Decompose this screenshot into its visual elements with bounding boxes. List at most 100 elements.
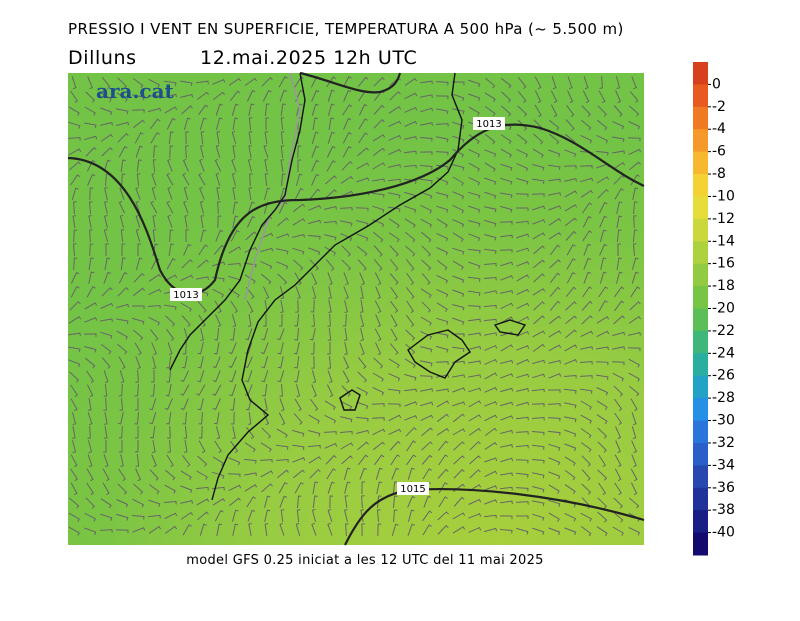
- colorbar-label: -22: [712, 323, 735, 339]
- wind-barb: [484, 149, 497, 158]
- wind-barb: [515, 487, 529, 492]
- wind-barb: [377, 523, 382, 537]
- wind-barb: [419, 178, 433, 184]
- wind-barb: [293, 341, 300, 355]
- wind-barb: [391, 467, 400, 480]
- wind-barb: [357, 441, 369, 451]
- wind-barb: [212, 471, 225, 479]
- wind-barb: [632, 229, 638, 243]
- wind-barb: [499, 529, 513, 534]
- wind-barb: [100, 498, 112, 509]
- wind-barb: [99, 529, 113, 533]
- wind-barb: [579, 360, 593, 365]
- wind-barb: [150, 200, 158, 214]
- wind-barb: [135, 468, 142, 482]
- wind-barb: [614, 468, 622, 482]
- wind-barb: [324, 400, 336, 410]
- wind-barb: [150, 132, 160, 144]
- colorbar-label: -36: [712, 480, 735, 496]
- wind-barb: [87, 76, 93, 90]
- wind-barb: [613, 385, 624, 397]
- wind-barb: [216, 117, 223, 130]
- wind-barb: [406, 440, 417, 452]
- wind-barb: [388, 414, 402, 422]
- wind-barb: [296, 509, 301, 523]
- wind-barb: [343, 272, 349, 286]
- wind-barb: [214, 510, 224, 522]
- wind-barb: [328, 103, 335, 116]
- wind-barb: [549, 272, 561, 284]
- footer: model GFS 0.25 iniciat a les 12 UTC del …: [186, 553, 543, 568]
- wind-barb: [340, 416, 353, 423]
- wind-barb: [531, 431, 545, 436]
- wind-barb: [377, 495, 382, 509]
- wind-barb: [484, 290, 497, 294]
- wind-barb: [246, 496, 256, 508]
- wind-barb: [420, 288, 432, 299]
- wind-barb: [452, 204, 465, 214]
- wind-barb: [484, 206, 497, 213]
- wind-barb: [227, 262, 241, 267]
- wind-barb: [392, 481, 398, 495]
- wind-barb: [550, 104, 558, 118]
- wind-barb: [632, 187, 639, 200]
- wind-barb: [582, 202, 593, 214]
- wind-barb: [407, 467, 415, 480]
- wind-barb: [197, 398, 204, 411]
- wind-barb: [343, 328, 348, 341]
- wind-barb: [264, 187, 271, 200]
- wind-barb: [248, 145, 252, 158]
- wind-barb: [119, 214, 125, 228]
- wind-barb: [248, 523, 252, 536]
- wind-barb: [452, 428, 466, 436]
- wind-barb: [69, 161, 81, 171]
- wind-barb: [249, 173, 253, 187]
- wind-barb: [68, 121, 81, 129]
- wind-barb: [311, 131, 319, 144]
- wind-barb: [100, 513, 113, 521]
- wind-barb: [88, 201, 93, 215]
- wind-barb: [564, 190, 578, 198]
- wind-barb: [214, 327, 220, 341]
- wind-barb: [484, 457, 498, 463]
- wind-barb: [180, 511, 194, 520]
- wind-barb: [119, 370, 125, 384]
- wind-barb: [404, 218, 416, 228]
- wind-barb: [422, 510, 433, 522]
- wind-barb: [214, 440, 222, 454]
- wind-barb: [484, 133, 496, 145]
- wind-barb: [436, 260, 448, 271]
- wind-barb: [342, 132, 352, 144]
- wind-barb: [628, 358, 640, 368]
- wind-barb: [564, 470, 576, 481]
- wind-barb: [262, 89, 272, 102]
- wind-barb: [311, 103, 319, 116]
- colorbar-bin: [693, 465, 708, 489]
- wind-barb: [131, 515, 145, 520]
- wind-barb: [387, 178, 401, 183]
- wind-barb: [548, 178, 561, 183]
- wind-barb: [500, 234, 513, 239]
- wind-barb: [166, 200, 174, 214]
- wind-barb: [117, 411, 124, 425]
- wind-barb: [389, 91, 401, 101]
- wind-barb: [117, 483, 128, 495]
- wind-barb: [516, 177, 529, 185]
- wind-barb: [212, 91, 225, 100]
- colorbar-bin: [693, 218, 708, 242]
- wind-barb: [196, 498, 210, 506]
- wind-barb: [311, 145, 320, 158]
- wind-barb: [261, 76, 273, 87]
- wind-barb: [500, 500, 513, 505]
- wind-barb: [72, 440, 77, 454]
- wind-barb: [453, 468, 465, 479]
- wind-barb: [468, 513, 482, 519]
- wind-barb: [152, 215, 157, 228]
- wind-barb: [452, 401, 466, 407]
- wind-barb: [404, 92, 418, 100]
- wind-barb: [563, 165, 577, 169]
- wind-barb: [436, 136, 449, 143]
- wind-barb: [247, 412, 252, 425]
- wind-barb: [71, 187, 79, 200]
- wind-barb: [280, 117, 285, 131]
